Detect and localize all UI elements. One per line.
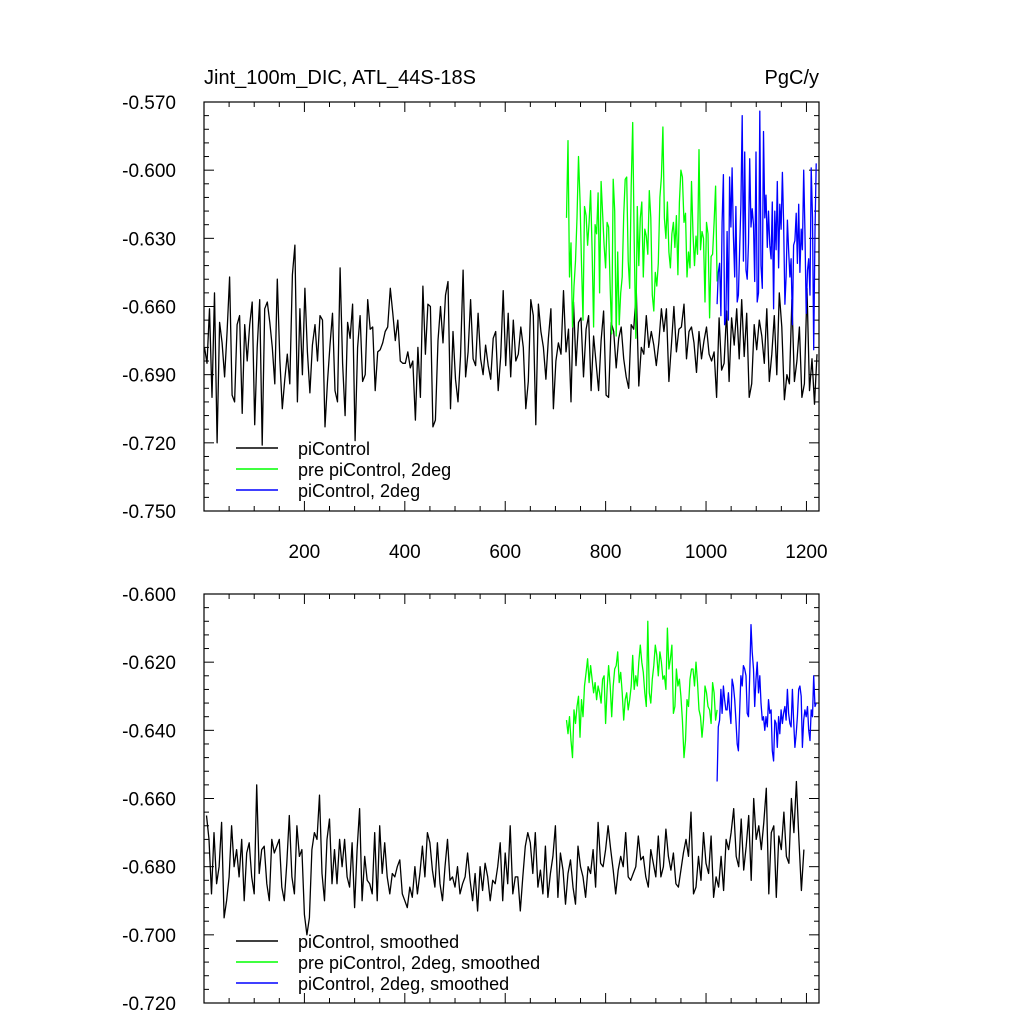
y-tick-label: -0.680 — [122, 858, 176, 879]
top-y-axis: -0.750 -0.720 -0.690 -0.660 -0.630 -0.600 -0.5… — [122, 93, 819, 523]
legend-label-picontrol: piControl — [298, 439, 370, 459]
x-tick-label: 1200 — [785, 542, 827, 563]
y-tick-label: -0.600 — [122, 585, 176, 606]
chart-title: Jint_100m_DIC, ATL_44S-18S — [204, 67, 476, 89]
top-series-group — [203, 110, 818, 446]
y-tick-label: -0.700 — [122, 926, 176, 947]
x-tick-label: 1000 — [685, 542, 727, 563]
series-line-pre-picontrol-2deg — [565, 121, 718, 339]
bottom-legend: piControl, smoothed pre piControl, 2deg,… — [236, 932, 540, 994]
y-tick-label: -0.720 — [122, 434, 176, 455]
series-line-picontrol-2deg-smoothed — [716, 624, 817, 782]
y-tick-label: -0.620 — [122, 653, 176, 674]
y-tick-label: -0.570 — [122, 93, 176, 114]
y-tick-label: -0.630 — [122, 229, 176, 250]
top-x-axis: 200 400 600 800 1000 1200 — [228, 102, 828, 563]
legend-label-pre-picontrol-2deg: pre piControl, 2deg — [298, 460, 451, 480]
x-tick-label: 400 — [389, 542, 421, 563]
series-line-picontrol-2deg — [716, 110, 817, 351]
x-tick-label: 600 — [489, 542, 521, 563]
y-tick-label: -0.660 — [122, 298, 176, 319]
top-panel: -0.750 -0.720 -0.690 -0.660 -0.630 -0.600 -0.5… — [122, 93, 827, 563]
series-line-picontrol — [203, 244, 818, 446]
bottom-y-axis: -0.720 -0.700 -0.680 -0.660 -0.640 -0.620 -0.6… — [122, 585, 819, 1015]
bottom-series-group — [205, 620, 817, 936]
units-label: PgC/y — [765, 67, 819, 89]
bottom-panel: -0.720 -0.700 -0.680 -0.660 -0.640 -0.620 -0.6… — [122, 585, 820, 1015]
y-tick-label: -0.720 — [122, 994, 176, 1015]
x-tick-label: 800 — [590, 542, 622, 563]
top-legend: piControl pre piControl, 2deg piControl,… — [236, 439, 451, 501]
series-line-pre-picontrol-2deg-smoothed — [565, 620, 718, 759]
x-tick-label: 200 — [289, 542, 321, 563]
y-tick-label: -0.660 — [122, 790, 176, 811]
series-line-picontrol-smoothed — [205, 780, 805, 936]
legend-label-pre-picontrol-2deg-smoothed: pre piControl, 2deg, smoothed — [298, 953, 540, 973]
y-tick-label: -0.750 — [122, 502, 176, 523]
bottom-x-axis — [228, 594, 807, 1003]
legend-label-picontrol-smoothed: piControl, smoothed — [298, 932, 459, 952]
bottom-plot-frame — [203, 593, 820, 1004]
y-tick-label: -0.600 — [122, 161, 176, 182]
legend-label-picontrol-2deg: piControl, 2deg — [298, 481, 420, 501]
y-tick-label: -0.690 — [122, 366, 176, 387]
legend-label-picontrol-2deg-smoothed: piControl, 2deg, smoothed — [298, 974, 509, 994]
y-tick-label: -0.640 — [122, 721, 176, 742]
